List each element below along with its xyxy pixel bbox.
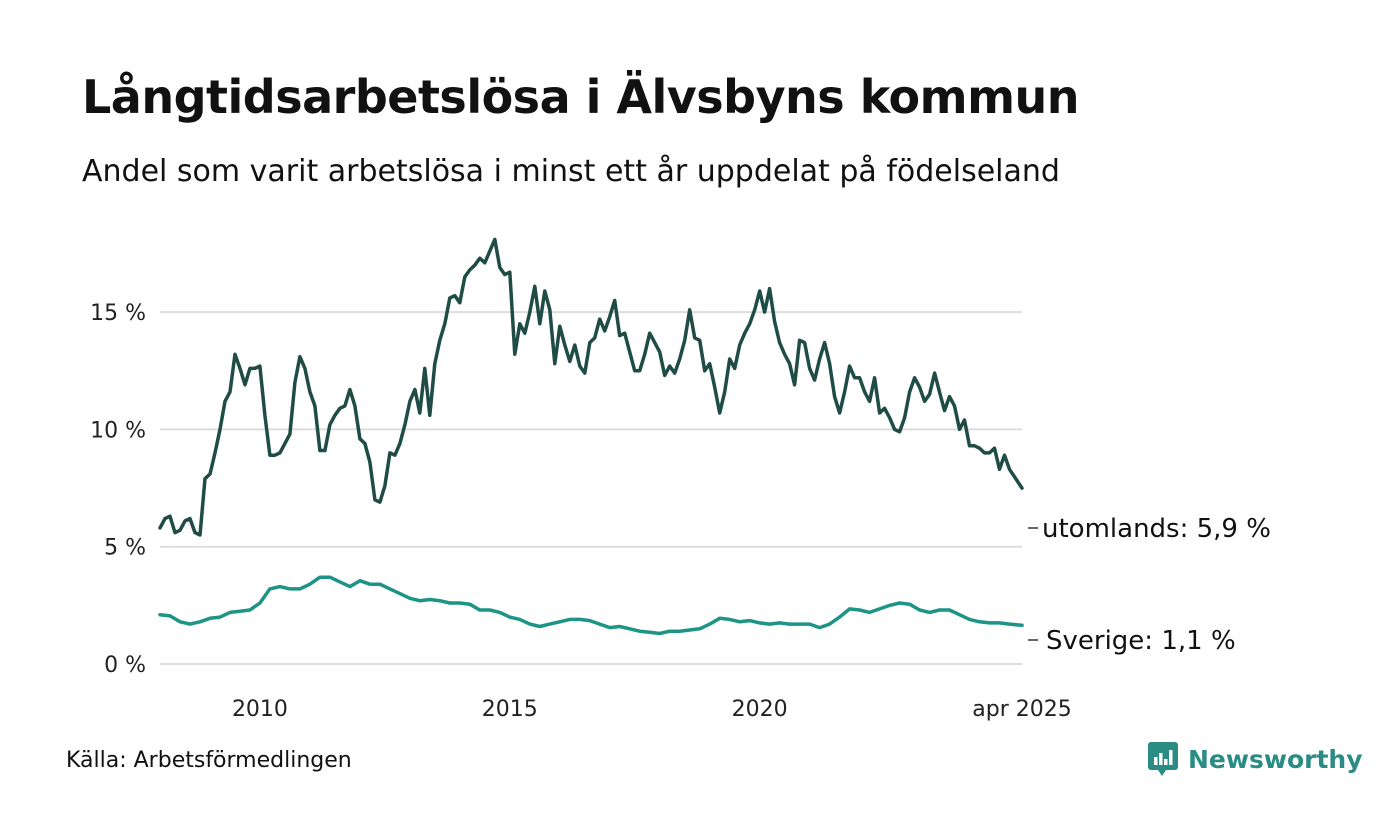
y-tick-label: 10 %: [90, 418, 146, 443]
y-tick-label: 0 %: [104, 653, 146, 678]
series-line-sverige: [158, 575, 1024, 636]
brand-name: Newsworthy: [1188, 744, 1363, 774]
chart-title: Långtidsarbetslösa i Älvsbyns kommun: [82, 70, 1080, 124]
x-axis-ticks: 2010 2015 2020 apr 2025: [232, 697, 1072, 722]
x-tick-label: 2015: [482, 697, 538, 722]
y-axis-ticks: 0 % 5 % 10 % 15 %: [90, 301, 146, 678]
source-note: Källa: Arbetsförmedlingen: [66, 748, 352, 773]
x-tick-label: apr 2025: [972, 697, 1071, 722]
end-labels: utomlands: 5,9 % Sverige: 1,1 %: [1028, 514, 1271, 656]
end-label-sverige: Sverige: 1,1 %: [1046, 626, 1236, 656]
y-tick-label: 15 %: [90, 301, 146, 326]
newsworthy-logo-icon: [1148, 742, 1178, 776]
series-line-utomlands: [158, 237, 1024, 537]
x-tick-label: 2020: [732, 697, 788, 722]
y-tick-label: 5 %: [104, 536, 146, 561]
series-lines: [158, 237, 1024, 636]
end-label-utomlands: utomlands: 5,9 %: [1042, 514, 1271, 544]
x-tick-label: 2010: [232, 697, 288, 722]
chart-subtitle: Andel som varit arbetslösa i minst ett å…: [82, 154, 1060, 189]
grid-lines: [160, 311, 1022, 665]
brand-logo: Newsworthy: [1148, 742, 1363, 776]
